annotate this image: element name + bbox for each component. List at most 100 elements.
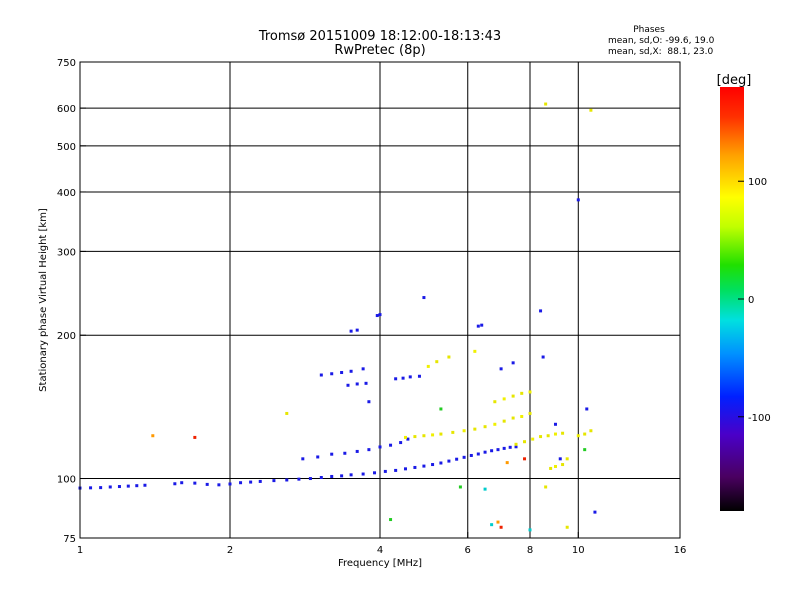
- data-point: [585, 407, 589, 411]
- data-point: [553, 464, 557, 468]
- data-point: [319, 373, 323, 377]
- data-point: [558, 457, 562, 461]
- data-point: [205, 482, 209, 486]
- data-point: [462, 455, 466, 459]
- data-point: [308, 477, 312, 481]
- data-point: [431, 463, 435, 467]
- data-points: [78, 102, 597, 532]
- data-point: [593, 510, 597, 514]
- data-point: [589, 429, 593, 433]
- data-point: [361, 367, 365, 371]
- data-point: [528, 411, 532, 415]
- data-point: [520, 391, 524, 395]
- data-point: [373, 471, 377, 475]
- data-point: [364, 381, 368, 385]
- data-point: [565, 457, 569, 461]
- x-tick-label: 16: [674, 545, 687, 556]
- data-point: [355, 382, 359, 386]
- data-point: [340, 474, 344, 478]
- data-point: [520, 414, 524, 418]
- y-axis-label: Stationary phase Virtual Height [km]: [38, 208, 49, 392]
- data-point: [493, 422, 497, 426]
- data-point: [422, 296, 426, 300]
- y-tick-label: 200: [57, 331, 76, 342]
- colorbar-tick-label: 100: [748, 177, 767, 188]
- data-point: [361, 472, 365, 476]
- colorbar-tick-label: -100: [748, 413, 771, 424]
- x-tick-label: 6: [465, 545, 471, 556]
- data-point: [528, 528, 532, 532]
- data-point: [511, 361, 515, 365]
- data-point: [394, 377, 398, 381]
- data-point: [143, 483, 147, 487]
- data-point: [316, 455, 320, 459]
- data-point: [285, 411, 289, 415]
- data-point: [496, 520, 500, 524]
- data-point: [193, 435, 197, 439]
- data-point: [502, 397, 506, 401]
- y-tick-label: 500: [57, 142, 76, 153]
- colorbar: [deg] 100 0 -100: [717, 73, 771, 511]
- data-point: [349, 329, 353, 333]
- data-point: [493, 400, 497, 404]
- phases-box: Phases mean, sd,O: -99.6, 19.0 mean, sd,…: [608, 25, 715, 57]
- data-point: [406, 437, 410, 441]
- data-point: [417, 374, 421, 378]
- x-tick-label: 4: [377, 545, 383, 556]
- data-point: [473, 349, 477, 353]
- data-point: [301, 457, 305, 461]
- data-point: [502, 446, 506, 450]
- data-point: [511, 394, 515, 398]
- data-point: [389, 518, 393, 522]
- data-point: [408, 375, 412, 379]
- y-axis: 75 100 200 300 400 500 600 750: [57, 58, 86, 545]
- data-point: [378, 313, 382, 317]
- x-tick-label: 2: [227, 545, 233, 556]
- data-point: [340, 371, 344, 375]
- data-point: [546, 434, 550, 438]
- data-point: [576, 198, 580, 202]
- data-point: [589, 108, 593, 112]
- data-point: [249, 480, 253, 484]
- data-point: [367, 400, 371, 404]
- data-point: [499, 367, 503, 371]
- data-point: [367, 448, 371, 452]
- x-axis-label: Frequency [MHz]: [338, 558, 422, 569]
- data-point: [439, 461, 443, 465]
- data-point: [511, 416, 515, 420]
- data-point: [355, 449, 359, 453]
- data-point: [355, 328, 359, 332]
- data-point: [541, 355, 545, 359]
- data-point: [583, 448, 587, 452]
- data-point: [539, 309, 543, 313]
- data-point: [431, 433, 435, 437]
- data-point: [239, 481, 243, 485]
- data-point: [426, 364, 430, 368]
- data-point: [469, 453, 473, 457]
- data-point: [173, 482, 177, 486]
- data-point: [553, 432, 557, 436]
- data-point: [490, 523, 494, 527]
- data-point: [523, 457, 527, 461]
- chart-subtitle: RwPretec (8p): [334, 43, 425, 58]
- data-point: [180, 481, 184, 485]
- data-point: [108, 485, 112, 489]
- data-point: [565, 525, 569, 529]
- data-point: [422, 464, 426, 468]
- data-point: [193, 481, 197, 485]
- data-point: [135, 484, 139, 488]
- data-point: [330, 372, 334, 376]
- data-point: [549, 466, 553, 470]
- data-point: [528, 390, 532, 394]
- data-point: [451, 430, 455, 434]
- data-point: [502, 419, 506, 423]
- colorbar-ticks: 100 0 -100: [738, 177, 771, 424]
- data-point: [349, 369, 353, 373]
- data-point: [258, 479, 262, 483]
- data-point: [330, 452, 334, 456]
- data-point: [399, 441, 403, 445]
- data-point: [508, 445, 512, 449]
- data-point: [447, 355, 451, 359]
- data-point: [435, 360, 439, 364]
- data-point: [343, 451, 347, 455]
